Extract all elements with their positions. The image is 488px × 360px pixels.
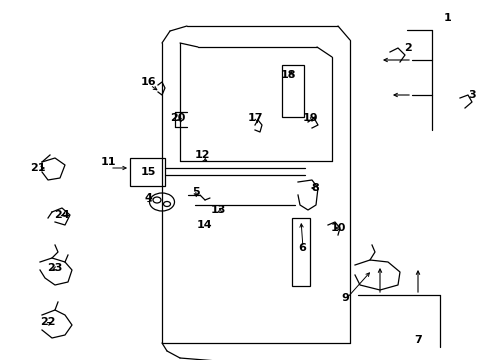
Text: 2: 2 [403, 43, 411, 53]
Text: 24: 24 [54, 210, 70, 220]
Text: 15: 15 [140, 167, 155, 177]
Text: 16: 16 [140, 77, 156, 87]
Text: 6: 6 [298, 243, 305, 253]
Text: 13: 13 [210, 205, 225, 215]
Text: 18: 18 [280, 70, 295, 80]
Text: 8: 8 [310, 183, 318, 193]
Text: 5: 5 [192, 187, 200, 197]
Text: 7: 7 [413, 335, 421, 345]
Text: 11: 11 [100, 157, 116, 167]
Text: 23: 23 [47, 263, 62, 273]
Text: 22: 22 [40, 317, 56, 327]
Text: 4: 4 [144, 193, 152, 203]
Text: 1: 1 [443, 13, 451, 23]
Bar [282, 65, 304, 117]
Text: 10: 10 [329, 223, 345, 233]
Text: 20: 20 [170, 113, 185, 123]
Text: 9: 9 [340, 293, 348, 303]
Text: 17: 17 [247, 113, 262, 123]
Text: 12: 12 [194, 150, 209, 160]
Text: 3: 3 [467, 90, 475, 100]
Bar [291, 218, 309, 286]
Text: 14: 14 [197, 220, 212, 230]
Bar [130, 158, 164, 186]
Text: 21: 21 [30, 163, 46, 173]
Text: 19: 19 [302, 113, 317, 123]
